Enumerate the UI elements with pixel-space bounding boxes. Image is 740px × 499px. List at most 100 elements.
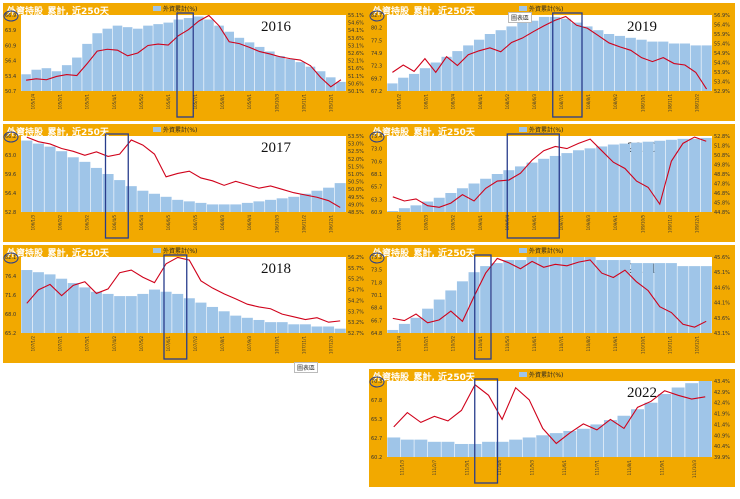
year-label: 2019 xyxy=(627,19,657,35)
price-line xyxy=(26,14,342,88)
legend-swatch xyxy=(153,6,161,11)
y-right-tick: 53.9% xyxy=(714,70,730,76)
bar-holding-pct xyxy=(441,441,455,457)
legend-label: 外資累計(%) xyxy=(529,5,563,13)
legend-label: 外資累計(%) xyxy=(163,5,197,13)
y-right-tick: 52.0% xyxy=(348,157,364,163)
x-tick: 106/8/3 xyxy=(220,215,225,231)
bar-holding-pct xyxy=(422,308,434,333)
chart-panel-2021: 外資持股_累計, 近250天 外資累計(%)202175.273.571.870… xyxy=(369,245,735,363)
bar-holding-pct xyxy=(288,196,300,212)
bar-holding-pct xyxy=(112,25,123,91)
highlight-box xyxy=(552,12,583,118)
y-left-tick: 59.6 xyxy=(5,172,16,178)
y-right-tick: 42.9% xyxy=(714,390,730,396)
y-right-tick: 51.6% xyxy=(348,66,364,72)
x-tick: 105/12/1 xyxy=(328,94,333,112)
x-tick: 107/7/2 xyxy=(193,336,198,352)
bar-holding-pct xyxy=(619,143,631,212)
x-tick: 111/5/3 xyxy=(529,460,534,476)
bar-holding-pct xyxy=(603,34,615,91)
bar-holding-pct xyxy=(584,257,596,333)
price-line xyxy=(392,257,707,328)
x-tick: 110/1/4 xyxy=(397,336,402,352)
x-tick: 111/1/3 xyxy=(399,460,404,476)
bar-holding-pct xyxy=(183,201,195,212)
bar-holding-pct xyxy=(614,35,626,91)
bar-holding-pct xyxy=(265,199,277,212)
x-tick: 106/7/5 xyxy=(193,215,198,231)
y-right-tick: 44.6% xyxy=(714,285,730,291)
y-right-tick: 45.6% xyxy=(714,255,730,261)
x-tick: 109/11/2 xyxy=(667,215,672,233)
highlight-box xyxy=(506,133,560,239)
chart-panel-2017: 外資持股_累計, 近250天 外資累計(%) 2017 66.2 63.0 59.6 56… xyxy=(3,124,369,242)
bar-holding-pct xyxy=(137,190,149,212)
x-tick: 108/1/2 xyxy=(397,94,402,110)
bar-holding-pct xyxy=(323,326,335,333)
x-tick: 111/4/6 xyxy=(497,460,502,476)
year-label: 2017 xyxy=(261,140,292,156)
bar-holding-pct xyxy=(607,260,619,333)
x-tick: 109/1/2 xyxy=(397,215,402,231)
y-right-tick: 51.8% xyxy=(714,144,730,150)
bar-holding-pct xyxy=(275,56,285,91)
x-tick: 111/3/1 xyxy=(464,460,469,476)
plot-area xyxy=(387,15,712,91)
y-right-tick: 51.0% xyxy=(348,172,364,178)
bar-holding-pct xyxy=(549,257,561,333)
bar-holding-pct xyxy=(701,45,712,91)
bar-holding-pct xyxy=(143,25,153,91)
y-left-tick: 68.1 xyxy=(371,172,382,178)
bar-holding-pct xyxy=(311,190,323,212)
bar-holding-pct xyxy=(61,65,72,91)
bar-holding-pct xyxy=(288,324,300,333)
y-left-tick: 71.6 xyxy=(5,293,16,299)
y-left-tick: 75.2 xyxy=(371,255,382,261)
y-left-tick: 76.4 xyxy=(5,274,16,280)
bar-holding-pct xyxy=(398,208,410,212)
bar-holding-pct xyxy=(561,153,573,212)
bar-holding-pct xyxy=(410,317,422,333)
y-left-tick: 66.7 xyxy=(371,318,382,324)
price-line xyxy=(392,136,707,208)
y-right-tick: 55.9% xyxy=(714,32,730,38)
bar-holding-pct xyxy=(253,201,265,212)
x-tick: 109/12/1 xyxy=(694,215,699,233)
legend-swatch xyxy=(519,248,527,253)
legend-label: 外資累計(%) xyxy=(529,126,563,134)
y-right-tick: 43.1% xyxy=(714,331,730,337)
bar-holding-pct xyxy=(153,24,163,91)
bar-holding-pct xyxy=(590,424,604,457)
y-right-tick: 54.7% xyxy=(348,288,364,294)
y-right-tick: 50.5% xyxy=(348,180,364,186)
x-tick: 110/3/2 xyxy=(451,336,456,352)
y-right-tick: 48.8% xyxy=(714,172,730,178)
bar-holding-pct xyxy=(148,193,160,212)
chart-panel-2016: 外資持股_累計, 近250天 外資累計(%) 2016 66.9 63.9 60.9 56… xyxy=(3,3,369,121)
bar-holding-pct xyxy=(685,383,699,457)
x-tick: 106/6/5 xyxy=(166,215,171,231)
bar-holding-pct xyxy=(522,437,536,457)
bar-holding-pct xyxy=(526,162,538,212)
x-tick: 111/7/1 xyxy=(594,460,599,476)
chart-area-tag: 圖表區 xyxy=(508,12,533,23)
y-right-tick: 51.1% xyxy=(348,74,364,80)
x-tick: 111/6/1 xyxy=(562,460,567,476)
bar-holding-pct xyxy=(631,263,643,333)
chart-title: 外資持股_累計, 近250天 xyxy=(7,128,109,138)
bar-holding-pct xyxy=(44,146,56,212)
bar-holding-pct xyxy=(491,174,503,212)
chart-svg: 外資累計(%)202175.273.571.870.168.466.764.84… xyxy=(369,247,730,360)
x-tick: 105/7/1 xyxy=(193,94,198,110)
y-left-tick: 68.0 xyxy=(5,312,16,318)
x-tick: 106/9/4 xyxy=(247,215,252,231)
y-right-tick: 53.7% xyxy=(348,309,364,315)
legend-swatch xyxy=(519,372,527,377)
bar-holding-pct xyxy=(51,71,62,91)
y-right-tick: 49.0% xyxy=(348,202,364,208)
bar-holding-pct xyxy=(571,22,582,92)
bar-holding-pct xyxy=(480,266,492,333)
y-left-tick: 65.2 xyxy=(5,331,16,337)
bar-holding-pct xyxy=(456,281,468,333)
